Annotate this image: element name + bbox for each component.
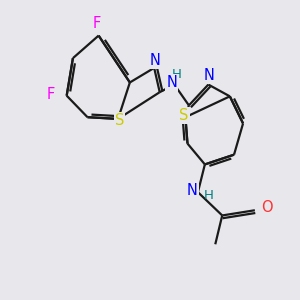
Text: N: N [203, 68, 214, 83]
Text: O: O [261, 200, 272, 215]
Text: N: N [187, 183, 198, 198]
Text: H: H [172, 68, 182, 81]
Text: H: H [204, 189, 214, 202]
Text: S: S [115, 113, 124, 128]
Text: F: F [47, 87, 55, 102]
Text: S: S [179, 108, 188, 123]
Text: N: N [167, 76, 177, 91]
Text: F: F [93, 16, 101, 31]
Text: N: N [149, 52, 160, 68]
